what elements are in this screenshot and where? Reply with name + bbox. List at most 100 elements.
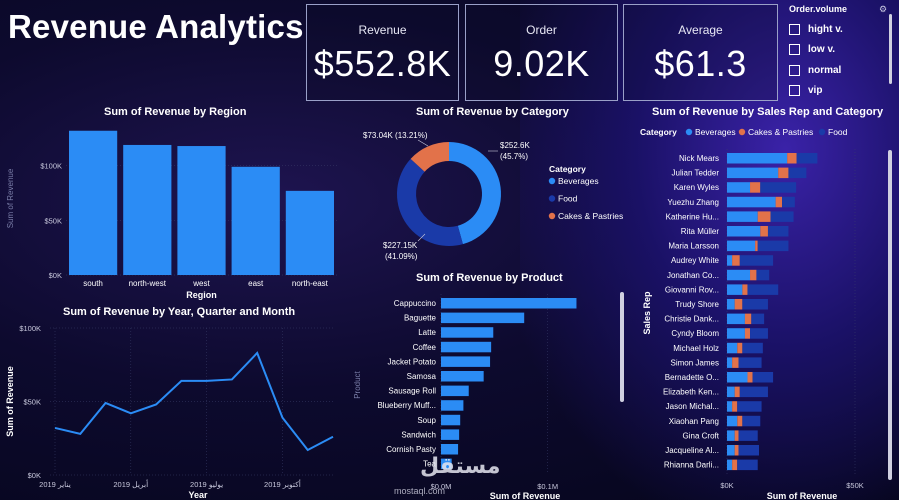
bar-segment[interactable] (742, 299, 768, 310)
bar-segment[interactable] (727, 401, 733, 412)
salesrep-scrollbar[interactable] (888, 150, 892, 480)
pie-slice[interactable] (397, 158, 463, 246)
bar-segment[interactable] (738, 445, 759, 456)
bar-segment[interactable] (747, 372, 753, 383)
legend-label[interactable]: Food (558, 194, 578, 204)
bar-segment[interactable] (727, 342, 738, 354)
checkbox[interactable] (789, 64, 800, 76)
bar-segment[interactable] (744, 313, 752, 325)
bar[interactable] (123, 144, 172, 275)
bar-segment[interactable] (750, 269, 757, 281)
region-bar-chart[interactable]: $0K $50K $100K south north-west west east north… (6, 130, 337, 300)
bar-segment[interactable] (737, 459, 758, 471)
bar-segment[interactable] (737, 415, 743, 427)
bar[interactable] (285, 190, 334, 275)
clear-selections-icon[interactable]: ⚙ (879, 4, 888, 14)
bar-segment[interactable] (755, 240, 758, 252)
product-scrollbar[interactable] (620, 292, 624, 402)
bar-segment[interactable] (742, 284, 748, 295)
bar[interactable] (441, 298, 577, 309)
bar-segment[interactable] (747, 284, 779, 295)
bar[interactable] (231, 166, 280, 275)
bar-segment[interactable] (787, 153, 797, 164)
category-donut-chart[interactable]: $252.6K (45.7%) $227.15K (41.09%) $73.04K (1… (363, 131, 623, 261)
bar[interactable] (441, 341, 492, 353)
bar-segment[interactable] (734, 386, 740, 398)
bar-segment[interactable] (727, 284, 743, 295)
bar-segment[interactable] (739, 386, 768, 398)
legend-label[interactable]: Food (828, 127, 848, 137)
bar-segment[interactable] (770, 211, 794, 222)
bar-segment[interactable] (767, 226, 789, 237)
bar-segment[interactable] (727, 313, 745, 325)
series-line[interactable] (54, 351, 334, 452)
bar[interactable] (441, 429, 460, 440)
bar[interactable] (441, 356, 491, 367)
legend-label[interactable]: Cakes & Pastries (748, 127, 813, 137)
bar-segment[interactable] (750, 182, 761, 193)
bar-segment[interactable] (737, 342, 743, 354)
bar[interactable] (441, 400, 464, 411)
bar-segment[interactable] (727, 167, 779, 179)
bar[interactable] (441, 458, 452, 470)
bar-segment[interactable] (734, 445, 739, 456)
slicer-scrollbar[interactable] (889, 14, 892, 84)
legend-label[interactable]: Cakes & Pastries (558, 211, 623, 221)
pie-slice[interactable] (410, 142, 449, 172)
bar-segment[interactable] (727, 226, 761, 237)
bar-segment[interactable] (727, 386, 735, 398)
bar-segment[interactable] (727, 459, 733, 471)
bar[interactable] (441, 414, 461, 426)
salesrep-stacked-bar-chart[interactable]: Category Beverages Cakes & Pastries Food $0K… (640, 127, 864, 500)
bar-segment[interactable] (775, 196, 783, 208)
kpi-average-card[interactable]: Average $61.3 (623, 4, 778, 101)
legend-label[interactable]: Beverages (695, 127, 736, 137)
bar-segment[interactable] (727, 415, 738, 427)
bar-segment[interactable] (738, 430, 758, 441)
legend-label[interactable]: Beverages (558, 176, 599, 186)
bar-segment[interactable] (727, 269, 751, 281)
bar-segment[interactable] (727, 430, 735, 441)
bar-segment[interactable] (782, 196, 795, 208)
bar-segment[interactable] (732, 255, 740, 266)
bar[interactable] (441, 327, 494, 338)
bar-segment[interactable] (752, 372, 774, 383)
bar-segment[interactable] (727, 182, 751, 193)
trend-line-chart[interactable]: $0K $50K $100K 2019 يناير 2019 أبريل 2019 يول… (5, 324, 334, 500)
bar-segment[interactable] (727, 372, 748, 383)
bar-segment[interactable] (727, 445, 735, 456)
bar-segment[interactable] (727, 211, 758, 222)
bar[interactable] (441, 371, 484, 382)
bar-segment[interactable] (788, 167, 807, 179)
bar[interactable] (177, 146, 226, 275)
bar-segment[interactable] (796, 153, 818, 164)
bar-segment[interactable] (727, 299, 735, 310)
kpi-revenue-card[interactable]: Revenue $552.8K (306, 4, 459, 101)
kpi-order-card[interactable]: Order 9.02K (465, 4, 618, 101)
pie-slice[interactable] (449, 142, 501, 245)
bar[interactable] (69, 130, 118, 275)
slicer-item-hight[interactable]: hight v. (789, 19, 895, 40)
bar-segment[interactable] (727, 328, 745, 339)
bar-segment[interactable] (757, 211, 771, 222)
bar-segment[interactable] (738, 357, 762, 368)
bar-segment[interactable] (734, 299, 743, 310)
bar-segment[interactable] (739, 255, 774, 266)
bar-segment[interactable] (727, 255, 733, 266)
bar[interactable] (441, 312, 525, 324)
bar-segment[interactable] (727, 153, 788, 164)
bar-segment[interactable] (756, 269, 770, 281)
slicer-item-vip[interactable]: vip (789, 81, 895, 102)
bar-segment[interactable] (750, 328, 768, 339)
bar-segment[interactable] (760, 226, 768, 237)
bar-segment[interactable] (727, 240, 756, 252)
checkbox[interactable] (789, 23, 800, 35)
checkbox[interactable] (789, 44, 800, 56)
bar[interactable] (441, 385, 469, 397)
bar-segment[interactable] (732, 401, 738, 412)
bar-segment[interactable] (742, 342, 763, 354)
bar-segment[interactable] (744, 328, 751, 339)
bar-segment[interactable] (732, 459, 738, 471)
product-bar-chart[interactable]: $0.0M $0.1M Cappuccino Baguette Latte Coffee J… (353, 294, 577, 500)
bar-segment[interactable] (737, 401, 762, 412)
